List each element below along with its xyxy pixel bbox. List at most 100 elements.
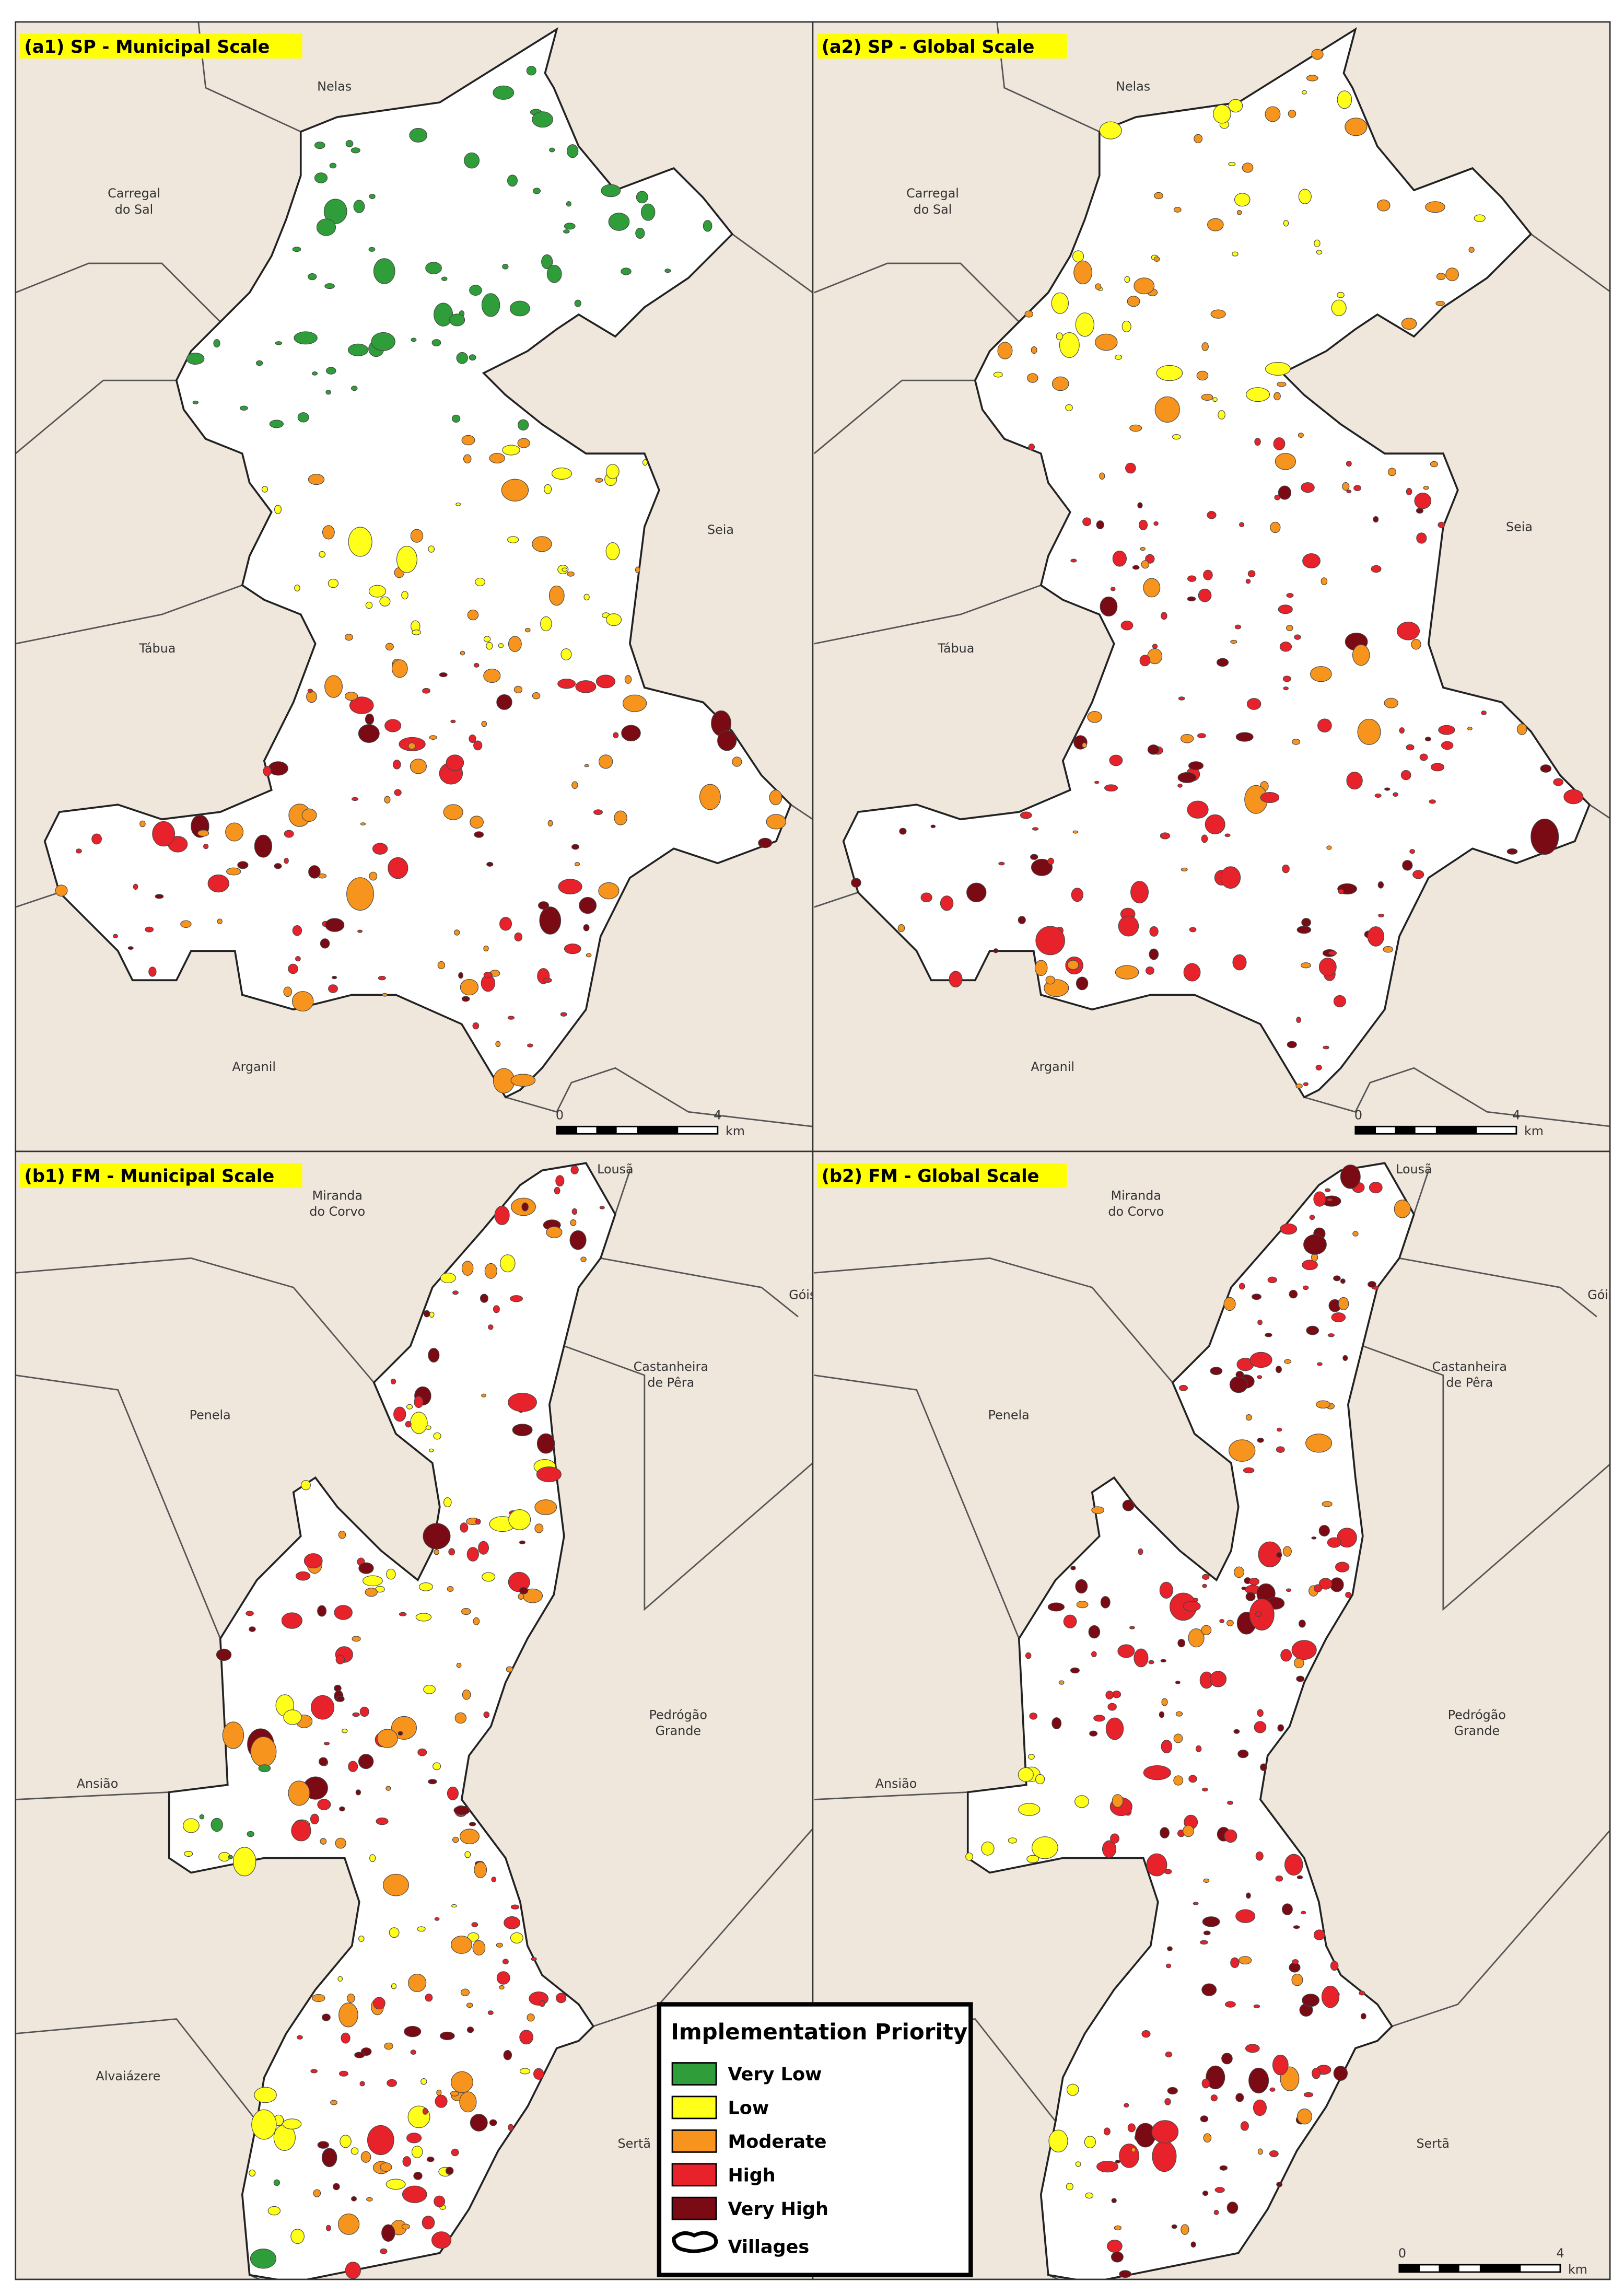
patch <box>571 781 578 789</box>
patch <box>1384 697 1398 708</box>
patch <box>180 920 192 928</box>
patch <box>1235 732 1254 742</box>
patch <box>1280 1223 1298 1235</box>
patch <box>1165 2051 1173 2058</box>
patch <box>360 2151 371 2163</box>
patch <box>473 1617 480 1625</box>
patch <box>338 2002 358 2028</box>
place-label: Castanheira <box>1432 1359 1507 1374</box>
patch <box>1109 754 1123 766</box>
patch <box>441 276 448 281</box>
patch <box>1149 926 1159 937</box>
patch <box>1247 570 1256 577</box>
patch <box>1124 2103 1129 2108</box>
patch <box>1368 1281 1376 1288</box>
patch <box>312 371 318 376</box>
patch <box>506 1666 513 1672</box>
place-label: do Sal <box>115 202 154 217</box>
patch <box>184 1850 193 1857</box>
patch <box>1394 1200 1411 1218</box>
patch <box>583 924 590 931</box>
patch <box>410 529 424 543</box>
panel-title: (a2) SP - Global Scale <box>822 37 1035 57</box>
patch <box>1299 1620 1306 1628</box>
patch <box>1024 310 1034 318</box>
patch <box>216 1648 232 1661</box>
patch <box>254 2087 277 2103</box>
patch <box>1072 830 1079 834</box>
patch <box>1020 811 1032 819</box>
patch <box>232 1847 256 1877</box>
patch <box>1220 866 1241 889</box>
patch <box>462 1690 471 1700</box>
patch <box>359 2081 365 2087</box>
patch <box>1245 1414 1252 1421</box>
patch <box>1058 1680 1065 1685</box>
patch <box>470 2114 488 2132</box>
patch <box>347 343 369 356</box>
place-label: Ansião <box>875 1776 917 1791</box>
patch <box>1282 1903 1293 1915</box>
scale-bar <box>1398 2264 1561 2273</box>
patch <box>437 961 446 970</box>
patch <box>570 1165 579 1174</box>
patch <box>1333 2066 1348 2081</box>
patch <box>1506 848 1518 855</box>
patch <box>1072 250 1084 263</box>
patch <box>541 254 553 270</box>
patch <box>1028 444 1035 451</box>
patch <box>466 2002 473 2008</box>
patch <box>1203 1930 1211 1936</box>
scale-start: 0 <box>1354 1108 1362 1122</box>
patch <box>502 445 520 456</box>
patch <box>423 1684 436 1694</box>
patch <box>1066 2083 1079 2096</box>
patch <box>664 269 671 273</box>
patch <box>1563 789 1584 805</box>
patch <box>433 1432 441 1440</box>
patch <box>1273 437 1286 450</box>
patch <box>1075 1579 1088 1594</box>
patch <box>1359 1990 1365 1996</box>
patch <box>1096 520 1104 530</box>
patch <box>1030 854 1038 860</box>
patch <box>569 1230 587 1250</box>
patch <box>1076 1601 1089 1609</box>
patch <box>330 2100 337 2105</box>
patch <box>579 897 597 914</box>
patch <box>319 551 326 558</box>
place-label: Arganil <box>232 1059 276 1074</box>
patch <box>1310 666 1332 682</box>
patch <box>470 816 484 829</box>
patch <box>484 1263 497 1279</box>
patch <box>1255 1611 1262 1617</box>
place-label: Góis <box>789 1288 816 1302</box>
patch <box>1187 800 1209 819</box>
patch <box>1373 516 1379 523</box>
patch <box>385 2179 406 2190</box>
patch <box>622 694 647 712</box>
patch <box>1032 827 1039 831</box>
patch <box>358 1562 374 1574</box>
scale-segment <box>556 1126 578 1134</box>
patch <box>1115 965 1139 980</box>
patch <box>1282 676 1291 682</box>
patch <box>1103 2127 1111 2136</box>
patch <box>1282 1546 1292 1557</box>
patch <box>451 2148 459 2157</box>
patch <box>519 2068 531 2075</box>
patch <box>439 2031 455 2041</box>
legend-label: High <box>728 2165 775 2186</box>
patch <box>981 1842 995 1856</box>
patch <box>1194 134 1203 144</box>
patch <box>387 2079 397 2087</box>
patch <box>292 925 302 936</box>
patch <box>250 1736 277 1767</box>
patch <box>595 478 603 483</box>
patch <box>1423 485 1429 490</box>
patch <box>1070 558 1077 563</box>
patch <box>348 527 372 557</box>
patch <box>308 474 325 485</box>
patch <box>1008 1837 1017 1844</box>
patch <box>487 2010 494 2015</box>
